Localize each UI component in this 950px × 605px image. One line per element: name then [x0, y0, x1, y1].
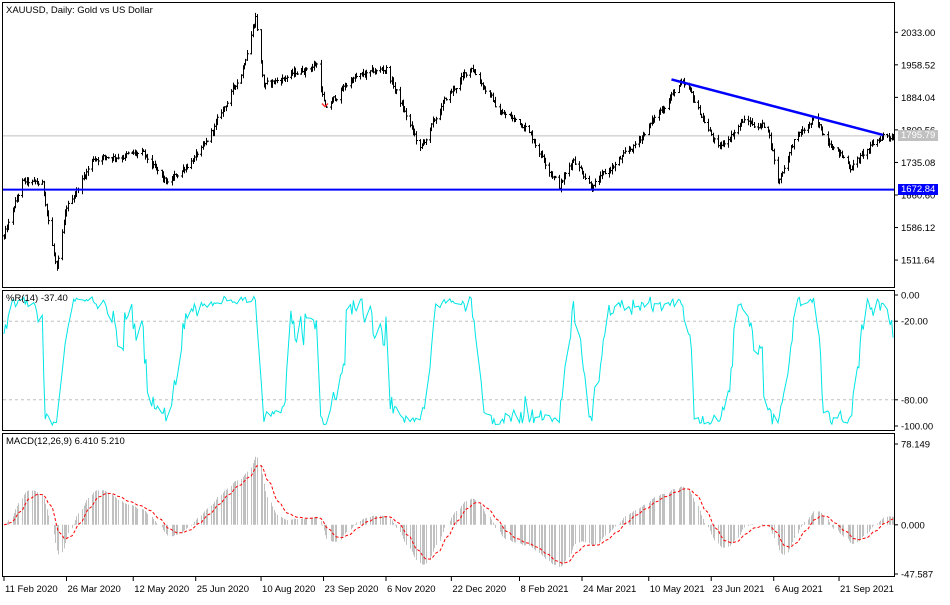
time-axis-label: 10 May 2021	[650, 584, 705, 595]
time-axis-label: 10 Aug 2020	[262, 584, 315, 595]
time-axis-label: 8 Feb 2021	[521, 584, 569, 595]
price-pane-title: XAUUSD, Daily: Gold vs US Dollar	[6, 5, 153, 16]
wpr-line	[3, 295, 894, 427]
time-axis-label: 22 Dec 2020	[452, 584, 506, 595]
price-axis-label: 1735.08	[901, 158, 935, 169]
macd-pane-title: MACD(12,26,9) 6.410 5.210	[6, 436, 125, 447]
time-axis-label: 12 May 2020	[134, 584, 189, 595]
resistance-trendline	[671, 78, 884, 137]
macd-series	[3, 456, 894, 567]
price-axis-label: 1958.52	[901, 60, 935, 71]
price-axis-label: 1511.64	[901, 256, 935, 267]
current-price-tag: 1795.79	[898, 129, 939, 141]
price-axis-label: 1586.12	[901, 223, 935, 234]
macd-axis-label: 78.149	[901, 440, 930, 451]
macd-axis-label: 0.000	[901, 520, 925, 531]
support-level-tag[interactable]: 1672.84	[898, 183, 939, 195]
time-axis-label: 24 Mar 2021	[583, 584, 636, 595]
wpr-axis-label: -80.00	[901, 395, 928, 406]
time-axis-label: 6 Nov 2020	[387, 584, 436, 595]
axes: 2033.001958.521884.041809.561735.081660.…	[3, 28, 935, 595]
wpr-axis-label: 0.00	[901, 291, 920, 302]
wpr-pane-title: %R(14) -37.40	[6, 293, 68, 304]
wpr-axis-label: -20.00	[901, 317, 928, 328]
wpr-axis-label: -100.00	[901, 422, 933, 433]
price-axis-label: 1884.04	[901, 93, 935, 104]
time-axis-label: 6 Aug 2021	[775, 584, 823, 595]
time-axis-label: 25 Jun 2020	[197, 584, 249, 595]
time-axis-label: 21 Sep 2021	[840, 584, 894, 595]
macd-signal-line	[3, 465, 894, 564]
time-axis-label: 23 Sep 2020	[325, 584, 379, 595]
price-axis-label: 2033.00	[901, 28, 935, 39]
williams-r-series	[3, 295, 894, 427]
macd-pane[interactable]	[2, 433, 895, 577]
trade-marker-icon	[321, 102, 329, 108]
price-pane[interactable]	[2, 2, 895, 288]
macd-axis-label: -47.587	[901, 570, 933, 581]
wpr-pane[interactable]	[2, 290, 895, 431]
time-axis-label: 23 Jun 2021	[712, 584, 764, 595]
time-axis-label: 11 Feb 2020	[5, 584, 58, 595]
candlestick-series	[3, 12, 895, 271]
price-axis-label: 1660.60	[901, 190, 935, 201]
time-axis-label: 26 Mar 2020	[67, 584, 120, 595]
